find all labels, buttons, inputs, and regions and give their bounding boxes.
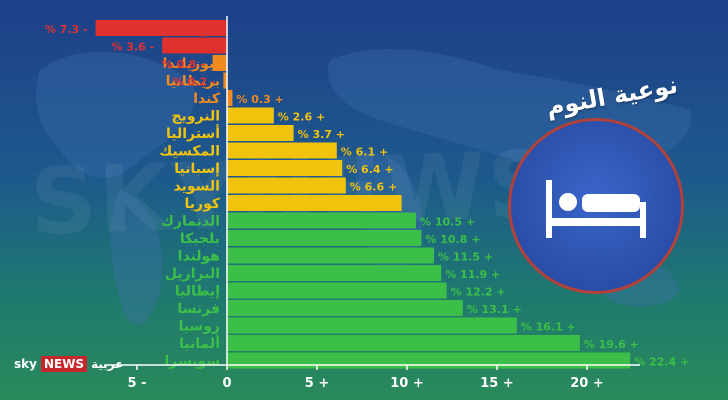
country-label: الدنمارك xyxy=(161,214,220,230)
bar-11 xyxy=(227,212,416,229)
country-label: أستراليا xyxy=(166,124,220,142)
value-label: % 10.8 + xyxy=(425,233,480,246)
bar-1 xyxy=(162,37,227,54)
bar-12 xyxy=(227,230,422,246)
value-label: % 11.5 + xyxy=(438,251,493,264)
country-label: سويسرا xyxy=(164,354,220,370)
country-label: النرويج xyxy=(171,109,220,125)
country-label: نيوزيلندا xyxy=(163,56,220,72)
bar-15 xyxy=(227,282,447,299)
bar-8 xyxy=(227,160,343,176)
value-label: % 2.6 + xyxy=(278,111,325,124)
value-label: % 6.6 + xyxy=(350,181,397,194)
x-tick-label: 0 xyxy=(222,376,231,391)
bar-13 xyxy=(227,247,434,264)
x-tick-label: 20 + xyxy=(570,376,604,391)
x-tick-label: 5 + xyxy=(305,376,329,391)
logo-sky-text: sky xyxy=(14,357,37,371)
country-label: المكسيك xyxy=(159,144,220,160)
country-label: كوريا xyxy=(185,196,221,212)
value-label: % 6.1 + xyxy=(341,146,388,159)
country-label: اليابان xyxy=(177,39,221,55)
country-label: هولندا xyxy=(178,249,220,265)
value-label: % 22.4 + xyxy=(634,356,689,369)
bar-7 xyxy=(227,142,337,159)
bar-2 xyxy=(212,55,227,71)
x-tick-label: 5 - xyxy=(128,376,147,391)
bar-18 xyxy=(227,335,580,351)
bar-0 xyxy=(95,20,227,36)
logo-arabic-text: عربية xyxy=(91,357,124,371)
bar-17 xyxy=(227,317,517,334)
broadcaster-logo: sky NEWS عربية xyxy=(14,356,123,372)
country-label: الولايات المتحدة xyxy=(110,21,220,37)
country-label: روسيا xyxy=(178,319,220,335)
bar-5 xyxy=(227,107,274,124)
value-label: % 16.1 + xyxy=(521,321,576,334)
country-label: كندا xyxy=(193,91,221,107)
country-label: فرنسا xyxy=(177,301,220,317)
bar-10 xyxy=(227,195,402,211)
value-label: % 6.4 + xyxy=(346,163,393,176)
value-label: % 19.6 + xyxy=(584,338,639,351)
country-label: بلجيكا xyxy=(180,231,220,247)
value-label: % 11.9 + xyxy=(445,268,500,281)
value-label: % 10.5 + xyxy=(420,216,475,229)
country-label: السويد xyxy=(174,179,220,195)
value-label: % 3.7 + xyxy=(298,128,345,141)
country-label: إيطاليا xyxy=(175,284,220,300)
bar-3 xyxy=(223,72,227,89)
logo-news-text: NEWS xyxy=(40,356,88,372)
bar-4 xyxy=(227,90,233,106)
value-label: % 12.2 + xyxy=(451,286,506,299)
bar-16 xyxy=(227,300,463,316)
x-tick-label: 10 + xyxy=(390,376,424,391)
value-label: % 7.3 - xyxy=(45,23,88,36)
country-label: ألمانيا xyxy=(179,334,220,352)
value-label: % 3.6 - xyxy=(111,41,154,54)
country-label: إسبانيا xyxy=(174,161,220,177)
value-label: % 0.2 - xyxy=(173,76,216,89)
country-label: البرازيل xyxy=(165,266,220,282)
bar-6 xyxy=(227,125,294,141)
value-label: % 0.3 + xyxy=(236,93,283,106)
bar-9 xyxy=(227,177,346,194)
country-label: بريطانيا xyxy=(166,74,220,90)
value-label: % 0.8 - xyxy=(162,58,205,71)
x-tick-label: 15 + xyxy=(480,376,514,391)
value-label: % 13.1 + xyxy=(467,303,522,316)
bar-14 xyxy=(227,265,442,281)
illustration-circle xyxy=(508,118,684,294)
sleeping-person-in-bed-icon xyxy=(546,180,646,238)
bar-19 xyxy=(227,352,631,369)
